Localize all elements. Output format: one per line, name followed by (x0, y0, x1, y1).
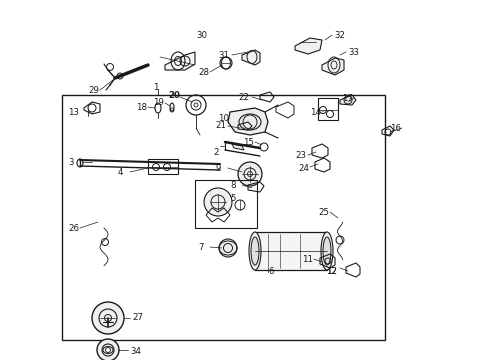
Bar (255, 232, 327, 270)
Text: 18: 18 (136, 103, 147, 112)
Ellipse shape (323, 237, 331, 265)
Text: 12: 12 (326, 267, 337, 276)
Polygon shape (295, 38, 322, 54)
Polygon shape (232, 144, 244, 150)
Text: 20: 20 (168, 90, 180, 99)
Circle shape (97, 339, 119, 360)
Polygon shape (340, 95, 356, 105)
Text: 16: 16 (390, 123, 401, 132)
Text: 29: 29 (88, 86, 99, 95)
Text: 26: 26 (68, 224, 79, 233)
Text: 33: 33 (348, 48, 359, 57)
Text: 13: 13 (68, 108, 79, 117)
Ellipse shape (249, 232, 261, 270)
Text: 34: 34 (130, 347, 141, 356)
Text: 22: 22 (238, 93, 249, 102)
Text: 4: 4 (118, 167, 123, 176)
Text: 23: 23 (295, 150, 306, 159)
Bar (318, 98, 338, 120)
Text: 5: 5 (230, 194, 236, 202)
Text: 25: 25 (318, 207, 329, 216)
Polygon shape (165, 52, 195, 70)
Circle shape (92, 302, 124, 334)
Ellipse shape (251, 237, 259, 265)
Circle shape (204, 188, 232, 216)
Bar (62, 95, 385, 340)
Ellipse shape (239, 114, 261, 130)
Text: 32: 32 (334, 31, 345, 40)
Polygon shape (322, 58, 344, 75)
Text: 31: 31 (218, 50, 229, 59)
Text: 8: 8 (230, 180, 236, 189)
Text: 21: 21 (215, 121, 226, 130)
Text: 27: 27 (132, 314, 143, 323)
Text: 12: 12 (326, 267, 337, 276)
Bar (195, 180, 257, 228)
Circle shape (238, 162, 262, 186)
Text: 3: 3 (68, 158, 73, 166)
Text: 28: 28 (198, 68, 209, 77)
Text: 14: 14 (310, 108, 321, 117)
Bar (148, 159, 178, 174)
Polygon shape (228, 108, 268, 135)
Text: 19: 19 (153, 98, 164, 107)
Text: 30: 30 (196, 31, 207, 40)
Text: 10: 10 (218, 113, 229, 122)
Ellipse shape (321, 232, 333, 270)
Text: 17: 17 (342, 94, 353, 103)
Text: 24: 24 (298, 163, 309, 172)
Circle shape (219, 239, 237, 257)
Text: 11: 11 (302, 256, 313, 265)
Polygon shape (242, 50, 260, 65)
Text: 2: 2 (213, 148, 219, 157)
Text: 15: 15 (243, 138, 254, 147)
Text: 7: 7 (198, 243, 203, 252)
Text: 6: 6 (268, 267, 273, 276)
Text: 1: 1 (153, 82, 158, 91)
Text: 9: 9 (215, 163, 221, 172)
